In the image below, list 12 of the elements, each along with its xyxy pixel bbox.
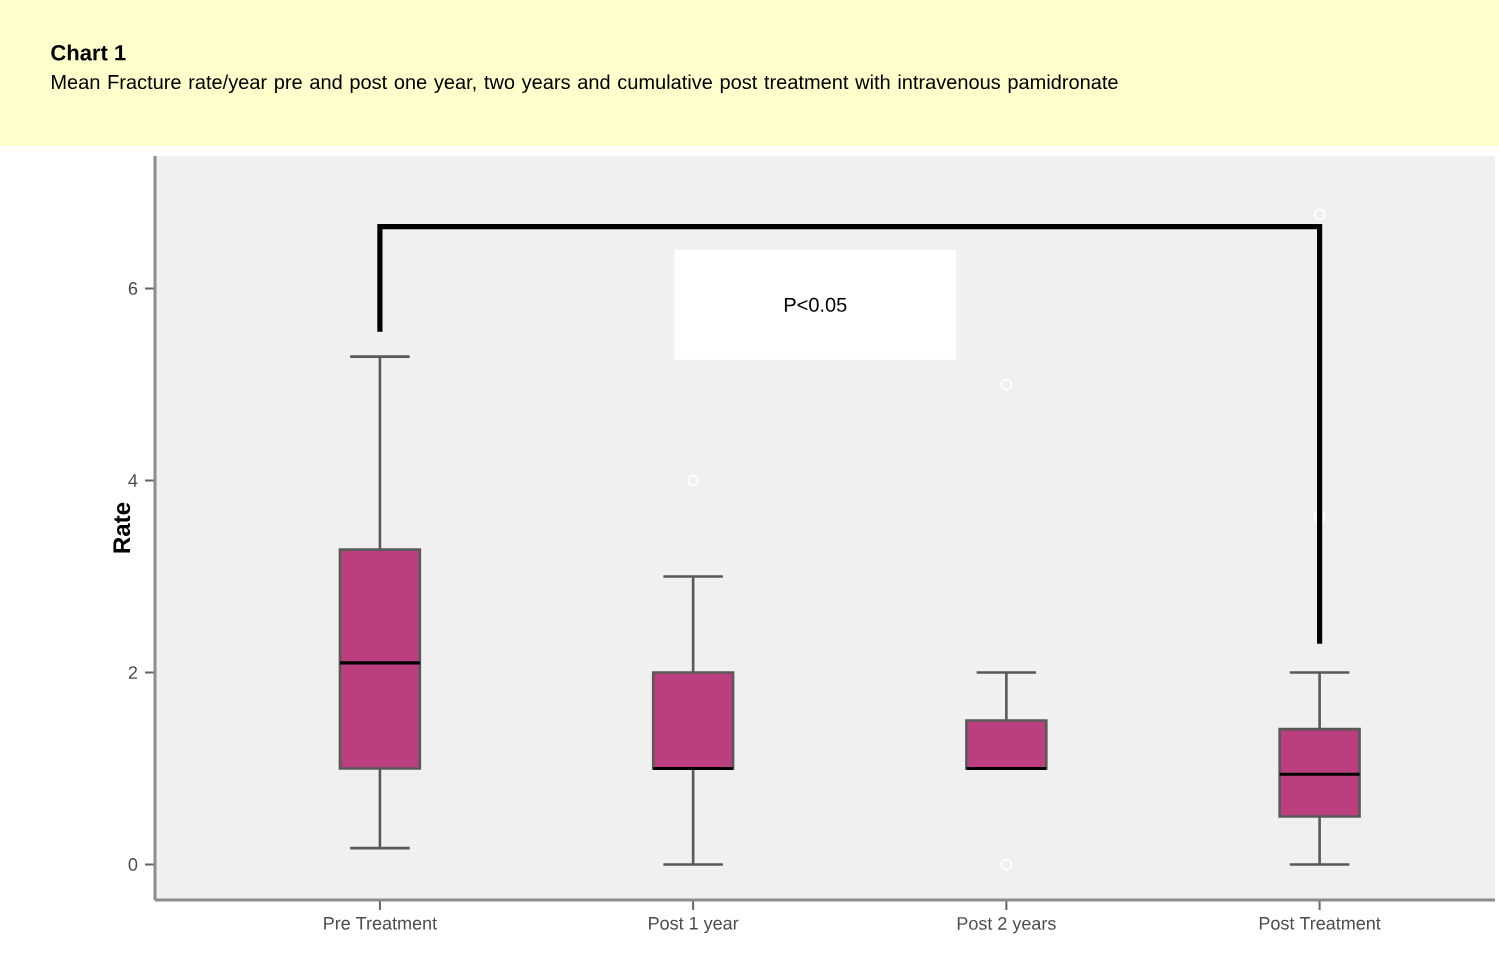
chart-title: Chart 1 <box>51 44 126 61</box>
chart-subtitle: Mean Fracture rate/year pre and post one year, two years and cumulative post treatment with intravenous pamidronate <box>52 74 1118 94</box>
y-tick-label: 4 <box>128 474 138 487</box>
x-tick-label: Pre Treatment <box>324 917 437 930</box>
y-tick-label: 6 <box>128 282 138 295</box>
x-tick-label: Post 2 years <box>957 917 1056 934</box>
y-tick-label: 2 <box>128 666 138 679</box>
annotation: P<0.05 <box>784 297 847 312</box>
x-tick-label: Post 1 year <box>649 917 739 934</box>
y-axis-title: Rate <box>113 502 131 553</box>
x-tick-label: Post Treatment <box>1259 917 1381 930</box>
y-tick-label: 0 <box>128 858 138 871</box>
